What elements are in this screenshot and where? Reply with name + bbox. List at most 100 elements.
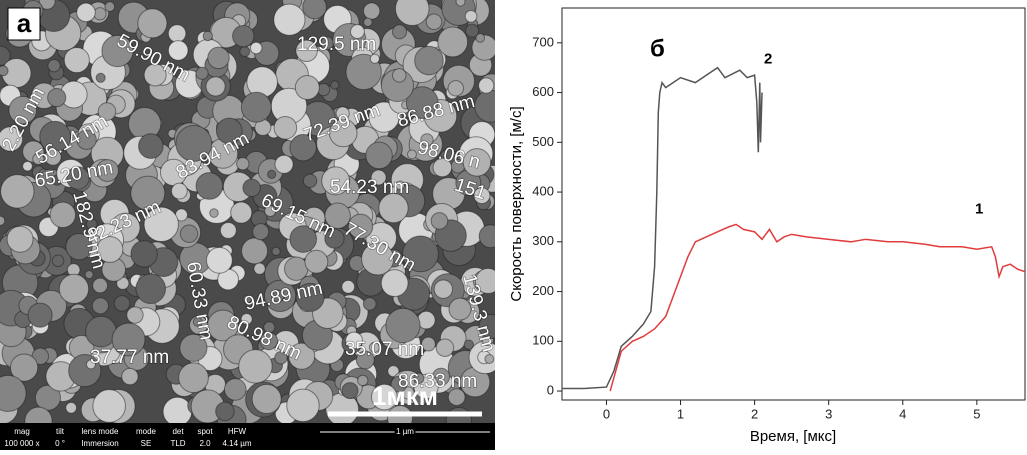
particle — [104, 1, 116, 13]
info-header: tilt — [56, 427, 65, 436]
info-value: 0 ° — [55, 439, 65, 448]
particle — [63, 46, 90, 74]
particle — [420, 336, 436, 352]
particle — [215, 401, 235, 422]
particle — [44, 148, 62, 166]
particle — [355, 350, 375, 370]
series-line — [609, 223, 1025, 392]
particle — [435, 338, 455, 357]
y-tick-label: 500 — [532, 134, 554, 149]
particle — [219, 221, 237, 239]
particle — [27, 302, 53, 328]
particle — [341, 279, 356, 294]
particle — [464, 9, 478, 23]
particle — [302, 0, 327, 20]
particle — [170, 182, 188, 200]
particle — [413, 372, 425, 385]
info-value: 100 000 x — [4, 439, 39, 448]
chart-title: б — [650, 35, 665, 62]
particle — [462, 148, 492, 177]
measurement: 35.07 nm — [345, 339, 424, 360]
particle — [241, 237, 269, 265]
particle — [330, 80, 340, 90]
particle — [395, 180, 405, 190]
particle — [253, 262, 266, 275]
particle — [179, 333, 208, 362]
particle — [192, 316, 203, 327]
particle — [162, 396, 193, 423]
particle — [223, 378, 247, 401]
particle — [271, 289, 285, 303]
particle — [286, 388, 320, 423]
info-value: SE — [141, 439, 152, 448]
info-value: 4.14 µm — [222, 439, 251, 448]
particle — [0, 45, 11, 66]
particle — [8, 95, 38, 125]
info-scale: 1 µm — [396, 427, 414, 436]
particle — [126, 306, 144, 324]
particle — [370, 169, 387, 186]
particle — [378, 192, 409, 224]
particle — [232, 24, 255, 48]
measurement: 129.5 nm — [297, 34, 376, 55]
y-tick-label: 100 — [532, 333, 554, 348]
particle — [205, 76, 226, 97]
x-tick-label: 1 — [677, 406, 684, 421]
particle — [242, 178, 261, 198]
particle — [167, 24, 187, 43]
particle — [130, 240, 158, 268]
particle — [274, 351, 288, 365]
x-tick-label: 5 — [973, 406, 980, 421]
particle — [394, 0, 430, 26]
particle — [390, 375, 408, 393]
particle — [365, 141, 393, 170]
particle — [143, 206, 179, 243]
particle — [6, 225, 34, 253]
particle — [96, 159, 119, 182]
particle — [92, 277, 109, 294]
particle — [380, 269, 409, 298]
particle — [387, 365, 400, 378]
particle — [463, 339, 474, 350]
particle — [420, 133, 434, 147]
particle — [113, 295, 131, 312]
panel-label: а — [17, 8, 32, 38]
particle — [242, 294, 252, 304]
series-label: 1 — [975, 200, 983, 217]
particle — [368, 101, 400, 133]
particle — [295, 39, 318, 63]
particle — [215, 117, 243, 145]
particle — [251, 383, 282, 414]
particle — [137, 8, 168, 39]
particle — [402, 235, 439, 273]
info-header: mag — [14, 427, 30, 436]
info-bar-texts: mag 100 000 x tilt 0 ° lens mode Immersion mod… — [4, 425, 490, 448]
x-tick-label: 4 — [899, 406, 906, 421]
particle — [195, 66, 209, 80]
y-tick-label: 700 — [532, 34, 554, 49]
info-value: Immersion — [81, 439, 118, 448]
particle — [357, 374, 369, 387]
x-tick-label: 3 — [825, 406, 832, 421]
lines — [562, 66, 1025, 392]
particle — [271, 246, 281, 257]
axes: 0 1 2 3 4 5 0 100 200 300 400 500 600 700 — [532, 34, 980, 421]
particle — [49, 201, 77, 229]
info-header: spot — [197, 427, 213, 436]
info-bar — [0, 423, 495, 450]
particle — [475, 33, 486, 43]
particle — [121, 367, 139, 386]
y-tick-label: 400 — [532, 183, 554, 198]
particle — [239, 46, 251, 57]
particle — [478, 77, 495, 94]
particle — [349, 24, 365, 40]
particle — [38, 0, 56, 10]
particle — [65, 401, 78, 414]
particle — [236, 157, 250, 171]
particle — [437, 26, 469, 58]
particle — [249, 41, 263, 55]
particle — [369, 53, 380, 64]
particle — [85, 218, 98, 231]
particle — [91, 297, 109, 315]
particle — [289, 225, 318, 253]
